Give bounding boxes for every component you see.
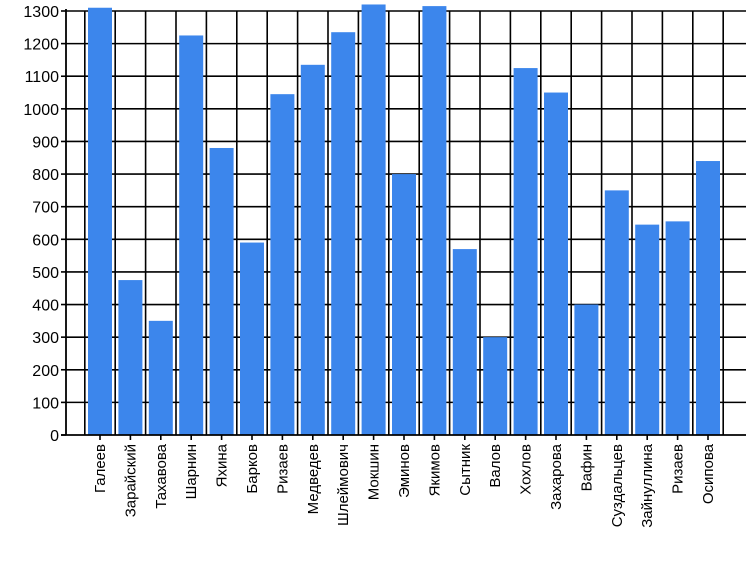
y-tick-labels: 0 100 200 300 400 500 600 700 800 900 1000 1100 1200…	[23, 4, 59, 445]
y-tick-label: 500	[32, 265, 59, 282]
x-tick-label: Ризаев	[274, 444, 291, 494]
x-tick-label: Яхина	[214, 443, 231, 487]
x-tick-labels: Галеев Зарайский Тахавова Шарнин Яхина Барков…	[92, 443, 717, 527]
bar	[574, 304, 599, 435]
bar	[148, 320, 173, 435]
bar	[331, 32, 356, 435]
bar	[635, 224, 660, 435]
x-tick-label: Суздальцев	[609, 444, 626, 527]
bar	[696, 161, 720, 435]
bar	[179, 35, 204, 435]
x-tick-label: Якимов	[426, 444, 443, 496]
bar	[240, 242, 264, 435]
bar	[665, 221, 690, 435]
y-tick-label: 1200	[23, 37, 59, 54]
x-tick-label: Хохлов	[518, 444, 535, 495]
x-tick-label: Зайнуллина	[639, 443, 656, 527]
x-tick-label: Захарова	[548, 443, 565, 510]
axes	[61, 9, 746, 440]
bar	[513, 68, 538, 436]
bar	[544, 92, 568, 436]
bar	[270, 94, 295, 436]
y-tick-label: 1000	[23, 102, 59, 119]
y-tick-label: 600	[32, 232, 59, 249]
x-tick-label: Вафин	[578, 444, 595, 491]
y-tick-label: 400	[32, 298, 59, 315]
bar	[604, 190, 629, 435]
bar	[209, 147, 234, 435]
x-tick-label: Шлеймович	[335, 444, 352, 526]
bar	[300, 64, 325, 436]
y-tick-label: 100	[32, 395, 59, 412]
bar	[483, 337, 508, 435]
x-tick-label: Сытник	[457, 444, 474, 496]
x-tick-label: Галеев	[92, 444, 109, 493]
bar	[361, 4, 386, 435]
x-tick-label: Медведев	[305, 444, 322, 514]
x-tick-label: Осипова	[700, 443, 717, 504]
x-tick-label: Мокшин	[366, 444, 383, 500]
y-tick-label: 200	[32, 363, 59, 380]
x-tick-label: Зарайский	[122, 444, 139, 517]
y-tick-label: 300	[32, 330, 59, 347]
bar	[118, 280, 143, 435]
x-tick-label: Ризаев	[670, 444, 687, 494]
x-tick-label: Шарнин	[183, 444, 200, 499]
x-tick-label: Эминов	[396, 444, 413, 498]
bars	[88, 4, 720, 436]
x-tick-label: Барков	[244, 444, 261, 494]
bar	[392, 174, 416, 436]
x-tick-label: Тахавова	[153, 443, 170, 508]
bar	[88, 7, 112, 435]
y-tick-label: 1100	[25, 69, 60, 86]
y-tick-label: 1300	[23, 4, 59, 21]
bar	[422, 6, 447, 435]
y-tick-label: 0	[50, 428, 59, 445]
y-tick-label: 800	[32, 167, 59, 184]
y-tick-label: 900	[32, 134, 59, 151]
bar	[452, 249, 477, 435]
x-tick-label: Валов	[487, 444, 504, 488]
y-tick-label: 700	[32, 200, 59, 217]
